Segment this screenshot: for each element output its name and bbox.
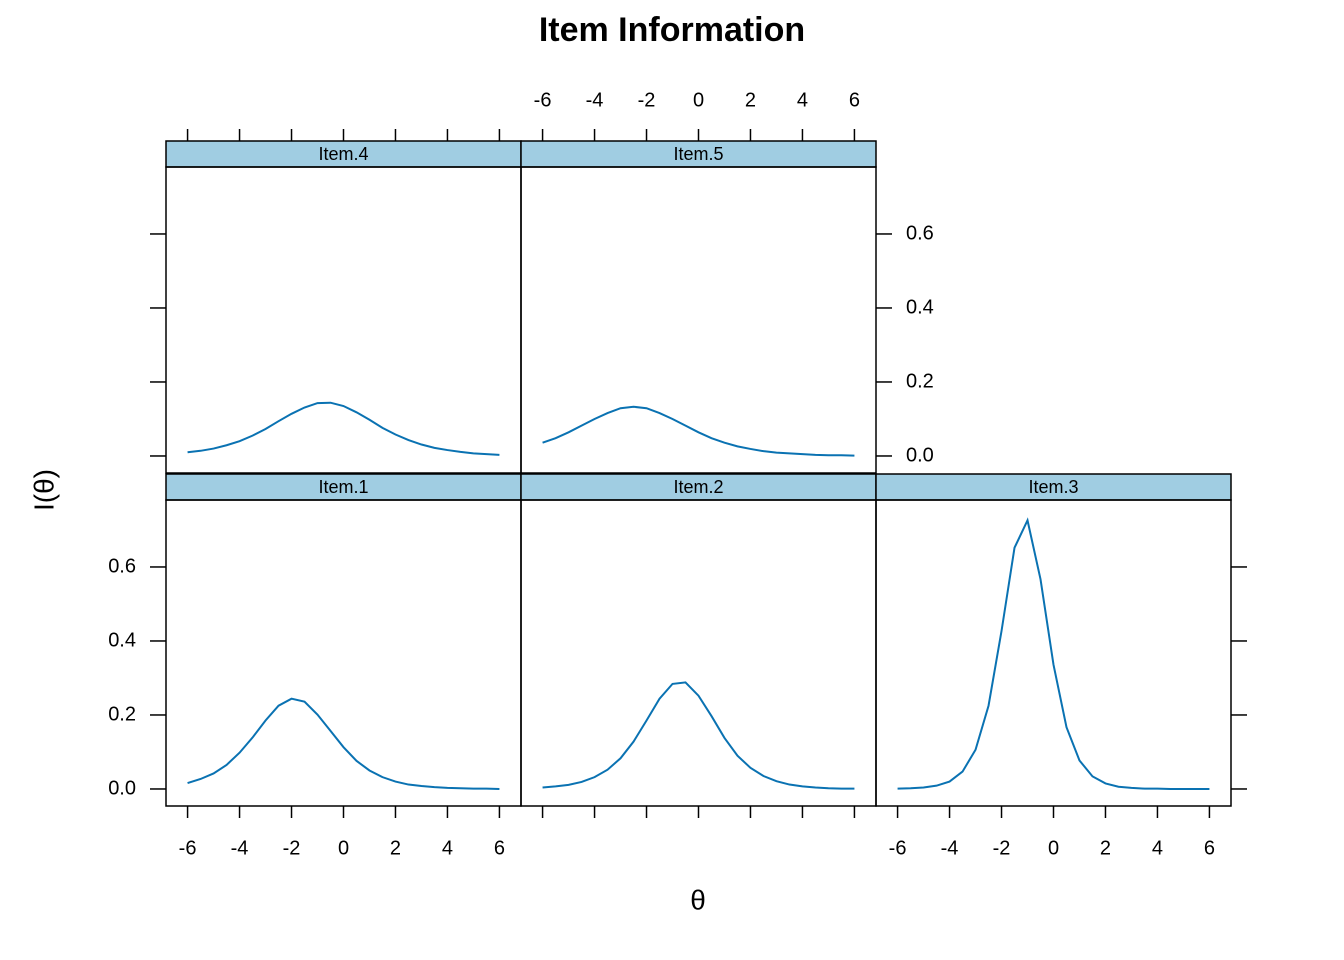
panel	[165, 166, 522, 474]
panel	[520, 166, 877, 474]
y-tick-label: 0.2	[906, 370, 934, 392]
x-tick-label: 6	[849, 89, 860, 111]
x-tick-label: 4	[797, 89, 808, 111]
x-tick-label: 0	[693, 89, 704, 111]
chart-title: Item Information	[539, 11, 805, 49]
strip-label: Item.4	[318, 144, 368, 164]
x-tick-label: -2	[638, 89, 656, 111]
y-tick-label: 0.2	[108, 703, 136, 725]
x-tick-label: 6	[494, 837, 505, 859]
y-tick-label: 0.0	[906, 444, 934, 466]
strip-label: Item.1	[318, 477, 368, 497]
strip-label: Item.3	[1028, 477, 1078, 497]
info-curve	[187, 401, 500, 456]
x-tick-label: 4	[442, 837, 453, 859]
x-tick-label: -2	[993, 837, 1011, 859]
y-tick-label: 0.6	[108, 555, 136, 577]
x-tick-label: -6	[534, 89, 552, 111]
x-tick-label: 2	[745, 89, 756, 111]
x-tick-label: 0	[338, 837, 349, 859]
x-axis-label: θ	[690, 884, 706, 915]
info-curve	[897, 517, 1210, 790]
info-curve	[542, 405, 855, 457]
x-tick-label: 2	[1100, 837, 1111, 859]
y-tick-label: 0.4	[108, 629, 136, 651]
strip	[875, 473, 1232, 501]
x-tick-label: 6	[1204, 837, 1215, 859]
x-tick-label: 4	[1152, 837, 1163, 859]
y-axis-label: I(θ)	[28, 469, 59, 511]
info-curve	[542, 681, 855, 790]
panel	[520, 499, 877, 807]
panel	[875, 499, 1232, 807]
x-tick-label: -4	[231, 837, 249, 859]
strip-label: Item.2	[673, 477, 723, 497]
x-tick-label: -4	[941, 837, 959, 859]
strip	[165, 473, 522, 501]
x-tick-label: 0	[1048, 837, 1059, 859]
info-curve	[187, 697, 500, 790]
strip	[520, 473, 877, 501]
strip-label: Item.5	[673, 144, 723, 164]
y-tick-label: 0.4	[906, 296, 934, 318]
y-tick-label: 0.6	[906, 222, 934, 244]
x-tick-label: 2	[390, 837, 401, 859]
x-tick-label: -6	[889, 837, 907, 859]
x-tick-label: -6	[179, 837, 197, 859]
y-tick-label: 0.0	[108, 777, 136, 799]
x-tick-label: -2	[283, 837, 301, 859]
panel	[165, 499, 522, 807]
x-tick-label: -4	[586, 89, 604, 111]
